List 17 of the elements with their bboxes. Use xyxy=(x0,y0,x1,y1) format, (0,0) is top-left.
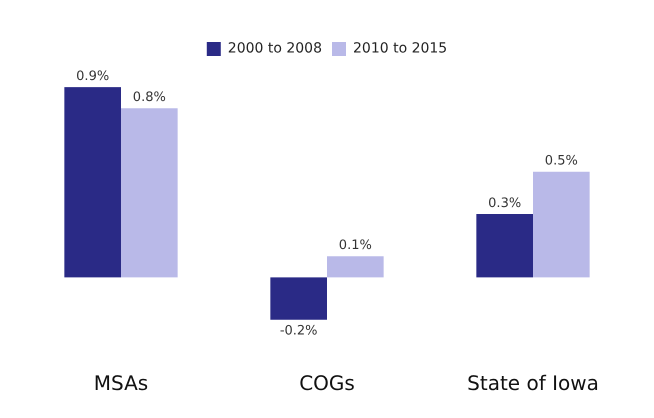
data-label: 0.1% xyxy=(338,238,372,254)
x-tick-label: MSAs xyxy=(94,371,148,396)
x-tick-label: COGs xyxy=(299,371,355,396)
data-label: 0.8% xyxy=(132,90,166,106)
data-label: 0.5% xyxy=(544,154,578,169)
bar xyxy=(121,108,178,278)
x-tick-label: State of Iowa xyxy=(467,371,599,396)
bar xyxy=(533,172,590,278)
bar xyxy=(327,256,384,278)
legend-label: 2000 to 2008 xyxy=(228,40,322,57)
legend-label: 2010 to 2015 xyxy=(353,40,448,57)
bar xyxy=(476,214,533,278)
data-label: -0.2% xyxy=(280,324,318,339)
bar xyxy=(64,87,121,278)
data-label: 0.9% xyxy=(76,69,110,84)
data-label: 0.3% xyxy=(488,196,522,211)
bar xyxy=(270,277,327,320)
